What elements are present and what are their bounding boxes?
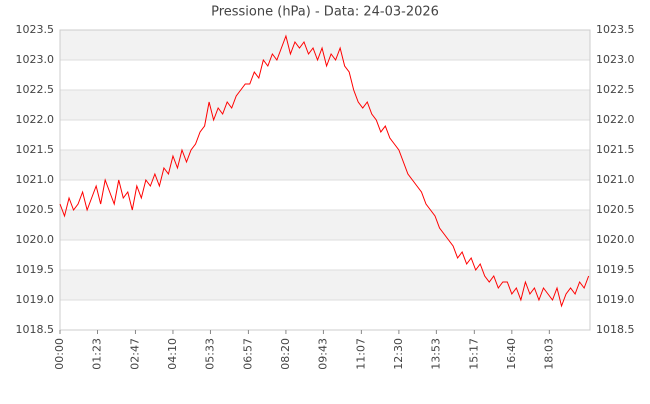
y2-tick-label: 1021.0: [596, 173, 635, 186]
x-tick-label: 00:00: [53, 338, 66, 370]
x-tick-label: 01:23: [91, 338, 104, 370]
grid-band: [60, 30, 590, 60]
y2-tick-label: 1023.5: [596, 23, 635, 36]
y2-tick-label: 1019.0: [596, 293, 635, 306]
y-tick-label: 1023.0: [16, 53, 55, 66]
x-tick-label: 15:17: [467, 338, 480, 370]
x-tick-label: 06:57: [241, 338, 254, 370]
y2-tick-label: 1020.0: [596, 233, 635, 246]
x-tick-label: 11:07: [354, 338, 367, 370]
y2-tick-label: 1018.5: [596, 323, 635, 336]
grid-band: [60, 270, 590, 300]
x-tick-label: 16:40: [505, 338, 518, 370]
grid-band: [60, 210, 590, 240]
plot-border: [59, 29, 591, 331]
x-tick-label: 08:20: [279, 338, 292, 370]
y-tick-label: 1021.0: [16, 173, 55, 186]
y2-tick-label: 1020.5: [596, 203, 635, 216]
y-tick-label: 1022.0: [16, 113, 55, 126]
y2-tick-label: 1019.5: [596, 263, 635, 276]
y2-tick-label: 1023.0: [596, 53, 635, 66]
x-tick-label: 02:47: [128, 338, 141, 370]
grid-band: [60, 150, 590, 180]
y2-tick-label: 1022.0: [596, 113, 635, 126]
x-tick-label: 18:03: [542, 338, 555, 370]
x-tick-label: 12:30: [392, 338, 405, 370]
y-tick-label: 1021.5: [16, 143, 55, 156]
x-tick-label: 13:53: [429, 338, 442, 370]
grid-band: [60, 90, 590, 120]
y2-tick-label: 1021.5: [596, 143, 635, 156]
x-tick-label: 05:33: [203, 338, 216, 370]
y-tick-label: 1018.5: [16, 323, 55, 336]
y-tick-label: 1023.5: [16, 23, 55, 36]
y-tick-label: 1022.5: [16, 83, 55, 96]
y-tick-label: 1019.0: [16, 293, 55, 306]
x-tick-label: 04:10: [166, 338, 179, 370]
y-tick-label: 1020.5: [16, 203, 55, 216]
x-tick-label: 09:43: [316, 338, 329, 370]
y2-tick-label: 1022.5: [596, 83, 635, 96]
y-tick-label: 1019.5: [16, 263, 55, 276]
y-tick-label: 1020.0: [16, 233, 55, 246]
line: [59, 34, 590, 308]
chart-title: Pressione (hPa) - Data: 24-03-2026: [211, 5, 439, 20]
